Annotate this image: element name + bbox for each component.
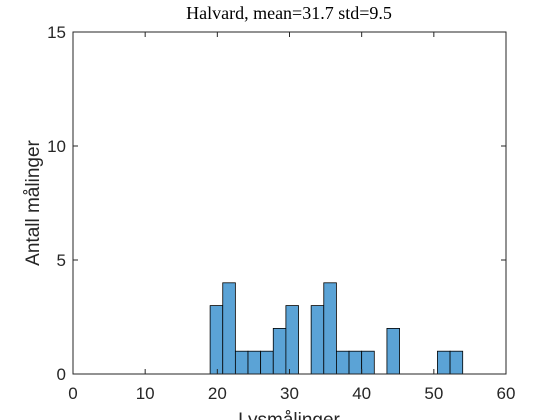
histogram-bar-5 <box>260 350 274 375</box>
y-axis-label: Antall målinger <box>23 139 44 265</box>
histogram-bars <box>209 282 464 375</box>
histogram-bar-4 <box>247 350 262 375</box>
x-axis-label: Lysmålinger <box>238 410 340 420</box>
x-tick-label-60: 60 <box>497 384 516 403</box>
x-tick-label-20: 20 <box>208 384 227 403</box>
histogram-bar-8 <box>310 305 325 375</box>
x-tick-label-10: 10 <box>136 384 155 403</box>
histogram-bar-2 <box>222 282 236 375</box>
histogram-bar-10 <box>336 350 350 375</box>
histogram-bar-9 <box>323 282 337 375</box>
y-tick-label-10: 10 <box>47 137 66 156</box>
x-tick-label-0: 0 <box>68 384 77 403</box>
histogram-bar-6 <box>272 327 287 375</box>
x-tick-label-40: 40 <box>352 384 371 403</box>
y-tick-label-15: 15 <box>47 23 66 42</box>
histogram-bar-12 <box>361 350 375 375</box>
histogram-bar-14 <box>437 350 451 375</box>
histogram-bar-3 <box>234 350 249 375</box>
x-tick-label-30: 30 <box>280 384 299 403</box>
histogram-bar-1 <box>209 305 224 375</box>
histogram-bar-7 <box>285 305 299 375</box>
histogram-bar-15 <box>449 350 464 375</box>
histogram-bar-13 <box>386 327 400 375</box>
histogram-bar-11 <box>348 350 363 375</box>
axis-ticks: 0 10 20 30 40 50 60 0 5 10 15 <box>47 23 515 403</box>
chart-title: Halvard, mean=31.7 std=9.5 <box>186 3 392 23</box>
y-tick-label-5: 5 <box>57 251 66 270</box>
x-tick-label-50: 50 <box>424 384 443 403</box>
y-tick-label-0: 0 <box>57 365 66 384</box>
